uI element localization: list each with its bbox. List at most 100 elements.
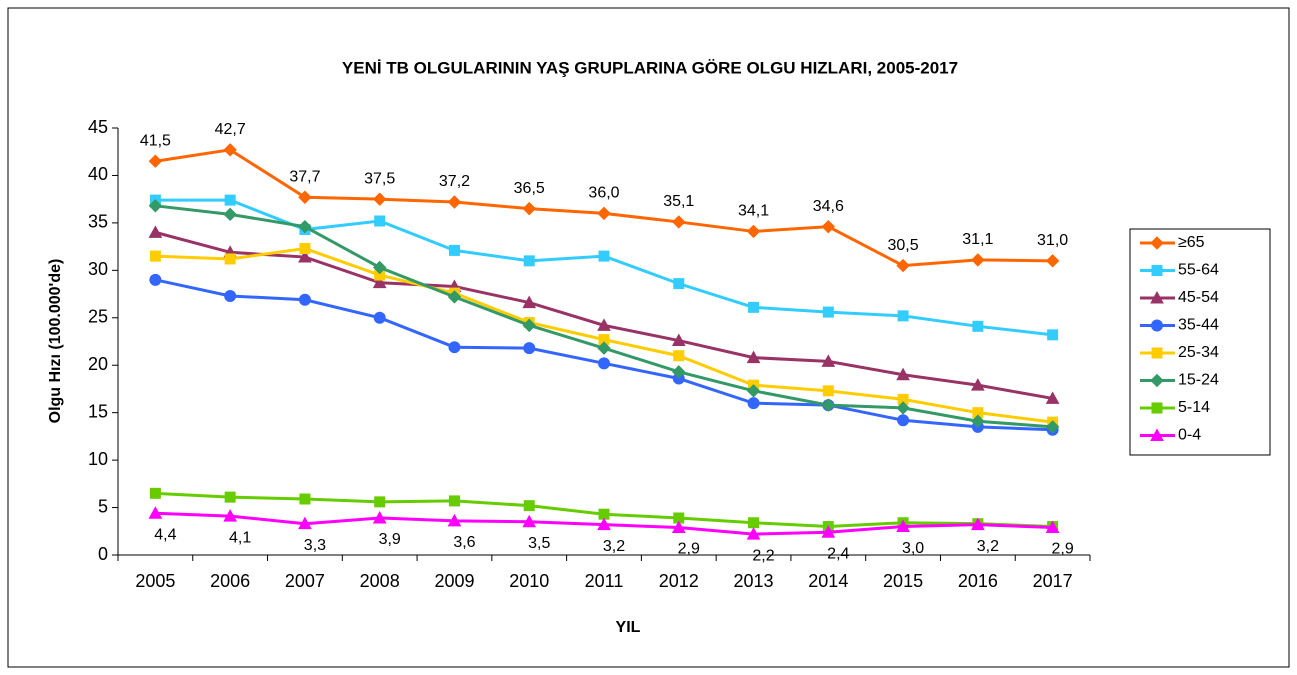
data-point: [448, 495, 460, 507]
x-axis-label: YIL: [616, 619, 641, 636]
data-label: 31,0: [1037, 232, 1068, 249]
y-tick-label: 10: [88, 449, 108, 469]
data-point: [298, 250, 312, 263]
data-label: 31,1: [962, 231, 993, 248]
data-label: 2,9: [678, 541, 700, 558]
data-label: 30,5: [888, 237, 919, 254]
chart-frame: [7, 7, 1290, 668]
legend-marker: [1151, 319, 1163, 332]
data-point: [1045, 254, 1060, 268]
legend-label: 25-34: [1178, 344, 1219, 361]
data-point: [374, 496, 386, 508]
data-point: [821, 525, 836, 538]
x-tick-label: 2009: [434, 571, 474, 591]
data-point: [523, 500, 535, 512]
data-point: [372, 192, 387, 206]
legend-marker: [1150, 373, 1164, 388]
legend-marker: [1151, 402, 1163, 414]
data-point: [149, 487, 161, 499]
data-point: [598, 250, 610, 262]
data-point: [971, 378, 985, 391]
data-point: [746, 350, 761, 364]
data-point: [821, 219, 836, 234]
legend-label: 55-64: [1178, 262, 1219, 279]
legend-label: 5-14: [1178, 399, 1210, 416]
data-label: 2,4: [827, 545, 849, 562]
data-point: [448, 244, 460, 256]
data-point: [822, 385, 834, 397]
data-point: [672, 365, 686, 379]
data-point: [897, 310, 909, 322]
data-label: 4,4: [154, 526, 176, 543]
x-tick-label: 2016: [958, 571, 998, 591]
data-label: 37,2: [439, 173, 470, 190]
data-point: [372, 510, 387, 524]
x-tick-label: 2012: [659, 571, 699, 591]
data-label: 3,5: [528, 535, 550, 552]
data-point: [447, 513, 462, 527]
y-tick-label: 40: [88, 164, 108, 184]
data-point: [1047, 329, 1059, 341]
data-label: 3,2: [603, 538, 625, 555]
x-tick-label: 2006: [210, 571, 250, 591]
y-tick-label: 15: [88, 401, 108, 421]
data-point: [224, 491, 236, 503]
y-tick-label: 0: [98, 544, 108, 564]
legend-label: 0-4: [1178, 427, 1201, 444]
data-point: [224, 253, 236, 265]
data-point: [597, 341, 611, 355]
data-point: [298, 516, 312, 530]
data-point: [746, 224, 761, 239]
data-point: [522, 295, 537, 309]
data-point: [598, 357, 610, 370]
legend-label: 45-54: [1178, 289, 1219, 306]
data-point: [148, 199, 163, 213]
data-point: [671, 520, 686, 533]
data-point: [747, 397, 760, 410]
legend-marker: [1151, 265, 1163, 276]
x-tick-label: 2014: [808, 571, 848, 591]
data-point: [523, 342, 536, 355]
y-tick-label: 20: [88, 354, 108, 374]
data-point: [748, 301, 760, 313]
data-point: [822, 306, 834, 318]
data-point: [972, 320, 984, 332]
data-point: [223, 509, 237, 522]
data-label: 37,5: [364, 170, 395, 187]
data-point: [1045, 420, 1060, 434]
x-tick-label: 2008: [360, 571, 400, 591]
data-point: [522, 201, 536, 216]
x-tick-label: 2017: [1033, 571, 1073, 591]
legend-marker: [1150, 428, 1164, 441]
data-point: [149, 273, 162, 286]
y-tick-label: 35: [88, 212, 108, 232]
data-point: [821, 398, 836, 412]
data-point: [523, 255, 535, 267]
data-point: [673, 278, 685, 290]
data-point: [896, 401, 910, 415]
x-tick-label: 2007: [285, 571, 325, 591]
data-point: [673, 350, 685, 362]
data-label: 35,1: [663, 193, 694, 210]
data-point: [448, 341, 461, 354]
data-point: [148, 225, 163, 238]
x-tick-label: 2013: [734, 571, 774, 591]
data-label: 3,6: [453, 534, 475, 551]
y-axis-label: Olgu Hızı (100.000'de): [47, 259, 64, 424]
data-point: [372, 260, 387, 275]
data-label: 2,2: [752, 547, 774, 564]
data-point: [374, 215, 386, 227]
chart-title: YENİ TB OLGULARININ YAŞ GRUPLARINA GÖRE …: [342, 58, 958, 77]
data-point: [597, 318, 611, 331]
data-label: 3,2: [977, 538, 999, 555]
data-point: [298, 219, 312, 234]
y-tick-label: 45: [88, 117, 108, 137]
data-label: 34,6: [813, 198, 844, 215]
y-tick-label: 30: [88, 259, 108, 279]
x-tick-label: 2011: [585, 571, 624, 591]
data-point: [522, 514, 537, 528]
data-label: 4,1: [229, 529, 251, 546]
legend-label: 15-24: [1178, 372, 1219, 389]
data-point: [298, 293, 311, 306]
x-tick-label: 2010: [509, 571, 549, 591]
